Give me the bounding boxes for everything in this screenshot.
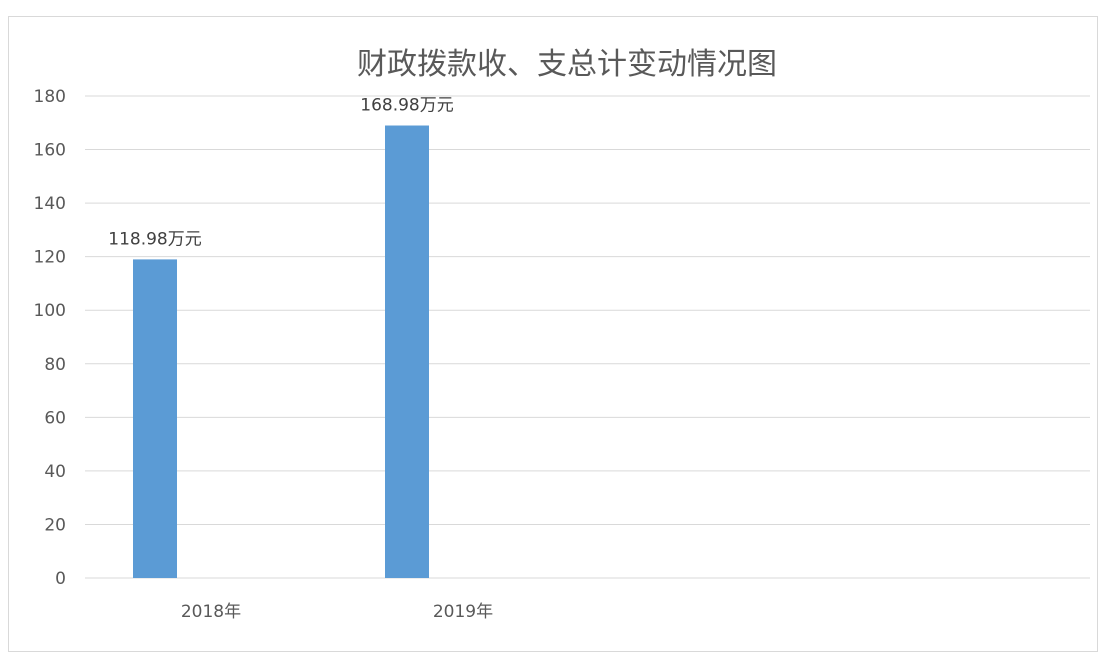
gridlines xyxy=(85,95,1090,579)
bar xyxy=(385,125,429,579)
data-labels: 118.98万元 168.98万元 xyxy=(108,96,453,250)
chart-frame xyxy=(8,16,1098,652)
y-tick-label: 180 xyxy=(34,87,66,107)
y-tick-label: 120 xyxy=(34,248,66,268)
data-label: 118.98万元 xyxy=(108,229,201,249)
bars xyxy=(133,125,429,579)
chart-title: 财政拨款收、支总计变动情况图 xyxy=(357,47,777,82)
y-tick-label: 160 xyxy=(34,141,66,161)
x-axis-tick-labels: 2018年 2019年 xyxy=(181,602,493,622)
data-label: 168.98万元 xyxy=(360,96,453,116)
x-tick-label: 2018年 xyxy=(181,602,241,622)
y-tick-label: 140 xyxy=(34,194,66,214)
bar xyxy=(133,259,177,578)
y-axis-tick-labels: 0 20 40 60 80 100 120 140 160 180 xyxy=(34,87,66,589)
y-tick-label: 100 xyxy=(34,301,66,321)
y-tick-label: 80 xyxy=(44,355,66,375)
y-tick-label: 20 xyxy=(44,515,66,535)
y-tick-label: 0 xyxy=(55,569,66,589)
y-tick-label: 40 xyxy=(44,462,66,482)
x-tick-label: 2019年 xyxy=(433,602,493,622)
y-tick-label: 60 xyxy=(44,408,66,428)
